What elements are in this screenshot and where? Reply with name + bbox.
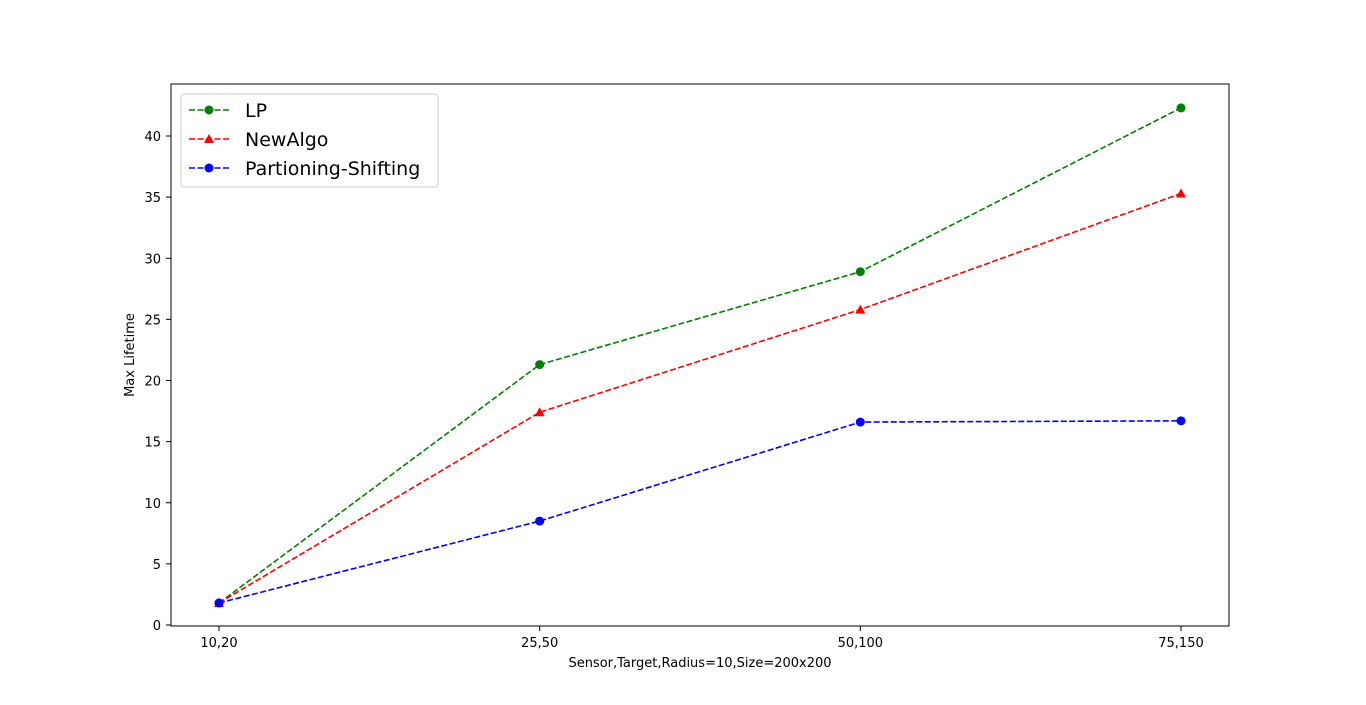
legend-entry: Partioning-Shifting <box>189 158 420 180</box>
series-layer <box>214 103 1186 608</box>
y-tick-label: 35 <box>144 191 161 206</box>
data-point-circle <box>204 105 214 115</box>
y-tick-label: 25 <box>144 313 161 328</box>
legend: LP NewAlgo Partioning-Shifting <box>180 93 439 188</box>
x-tick-label: 50,100 <box>838 636 884 651</box>
data-point-triangle <box>204 134 214 143</box>
plot-frame <box>170 83 1230 627</box>
series-partioning-shifting <box>214 416 1186 608</box>
x-tick-label: 25,50 <box>521 636 558 651</box>
x-axis-label: Sensor,Target,Radius=10,Size=200x200 <box>568 656 831 671</box>
y-tick-label: 5 <box>153 558 161 573</box>
y-axis-ticks: 0 5 10 15 20 25 30 35 40 <box>144 130 171 634</box>
data-point-circle <box>535 360 545 370</box>
data-point-circle <box>204 163 214 173</box>
y-tick-label: 30 <box>144 252 161 267</box>
y-tick-label: 40 <box>144 130 161 145</box>
legend-entry: LP <box>189 100 267 122</box>
data-point-circle <box>855 417 865 427</box>
series-line <box>218 420 1182 604</box>
y-tick-label: 15 <box>144 436 161 451</box>
legend-box <box>180 93 439 188</box>
legend-entry: NewAlgo <box>189 129 328 151</box>
y-tick-label: 0 <box>153 619 161 634</box>
data-point-circle <box>535 516 545 526</box>
series-line <box>218 192 1182 604</box>
data-point-circle <box>1176 416 1186 426</box>
data-point-triangle <box>855 304 866 314</box>
series-line <box>218 107 1182 604</box>
data-point-triangle <box>534 407 545 417</box>
legend-label: NewAlgo <box>245 129 328 151</box>
data-point-circle <box>855 267 865 277</box>
data-point-triangle <box>1176 188 1186 198</box>
data-point-circle <box>214 598 224 608</box>
x-axis-ticks: 10,20 25,50 50,100 75,150 <box>200 626 1204 651</box>
x-tick-label: 10,20 <box>200 636 237 651</box>
legend-label: LP <box>245 100 267 122</box>
x-tick-label: 75,150 <box>1158 636 1204 651</box>
y-tick-label: 10 <box>144 497 161 512</box>
y-axis-label: Max Lifetime <box>123 313 138 397</box>
y-tick-label: 20 <box>144 375 161 390</box>
data-point-circle <box>1176 103 1186 113</box>
legend-label: Partioning-Shifting <box>245 158 420 180</box>
